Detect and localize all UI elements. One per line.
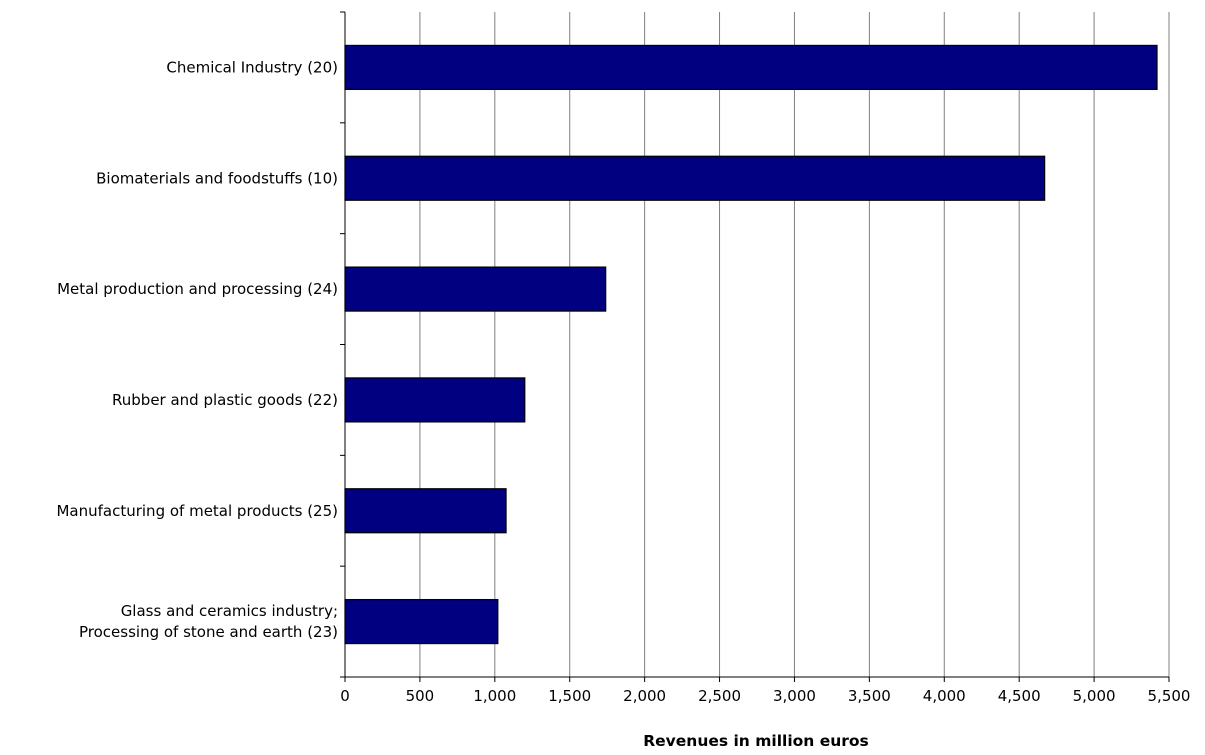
x-tick-label: 4,000 [923,687,966,705]
x-tick-label: 1,500 [548,687,591,705]
x-axis-title: Revenues in million euros [643,732,869,750]
bar-2 [344,155,1046,201]
bar-6 [344,598,499,645]
bar-4 [344,377,526,423]
x-tick-label: 4,500 [998,687,1041,705]
bar-1 [344,44,1158,91]
category-label: Chemical Industry (20) [166,58,338,76]
tick-labels: 0 500 1,000 1,500 2,000 2,500 3,000 3,500 4,000 4… [340,687,1190,705]
category-label: Processing of stone and earth (23) [79,623,338,641]
bar-3 [344,266,607,312]
category-label: Manufacturing of metal products (25) [56,502,338,520]
x-tick-label: 2,000 [623,687,666,705]
x-tick-label: 500 [406,687,435,705]
x-tick-label: 3,000 [773,687,816,705]
gridlines [419,12,1170,677]
x-tick-label: 1,000 [473,687,516,705]
x-tick-label: 2,500 [698,687,741,705]
category-labels: Chemical Industry (20) Biomaterials and f… [56,58,338,641]
x-tick-label: 5,500 [1148,687,1191,705]
bars [344,44,1158,645]
bar-5 [344,488,507,534]
category-label: Glass and ceramics industry; [121,602,338,620]
x-tick-label: 3,500 [848,687,891,705]
category-label: Biomaterials and foodstuffs (10) [96,169,338,187]
x-tick-label: 5,000 [1073,687,1116,705]
category-label: Metal production and processing (24) [57,280,338,298]
axes [340,11,1170,682]
x-tick-label: 0 [340,687,350,705]
category-label: Rubber and plastic goods (22) [112,391,338,409]
